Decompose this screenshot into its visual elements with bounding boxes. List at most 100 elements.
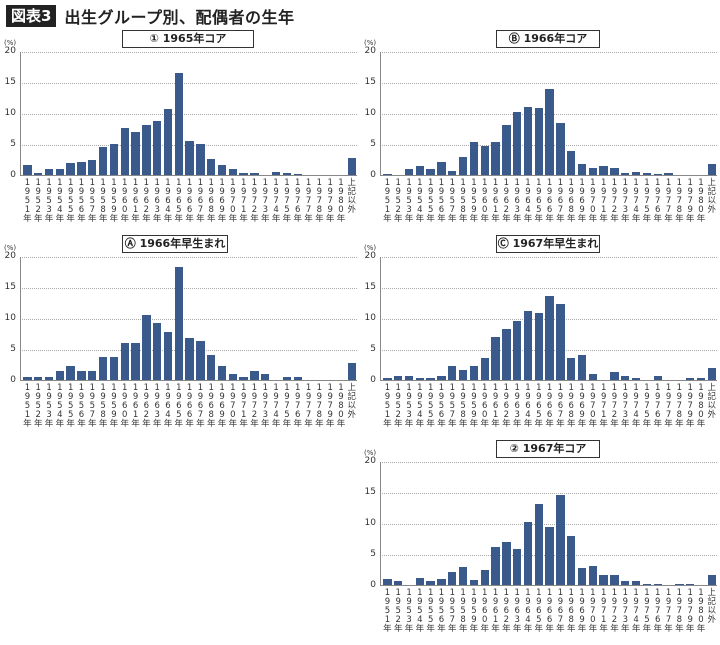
x-tick-char: 1 — [46, 178, 52, 188]
x-tick-char: 5 — [67, 401, 74, 411]
bar-slot — [382, 52, 393, 175]
x-tick-char: 9 — [438, 187, 445, 197]
x-tick-char: 7 — [449, 615, 455, 625]
x-tick-char: 6 — [482, 606, 488, 616]
x-tick-char: 7 — [590, 401, 596, 411]
x-tick-char: 年 — [250, 214, 259, 224]
x-tick-char: 9 — [132, 187, 139, 197]
x-tick-char: 7 — [611, 196, 618, 206]
bar-slot — [98, 52, 109, 175]
x-tick-char: 年 — [23, 419, 32, 429]
x-tick-char: 3 — [406, 205, 412, 215]
x-tick-char: 年 — [664, 624, 673, 634]
bar — [523, 521, 533, 585]
bar — [174, 267, 183, 380]
x-tick-char: 1 — [482, 588, 488, 598]
x-tick-char: 1 — [251, 383, 258, 393]
x-tick-char: 1 — [665, 588, 672, 598]
x-tick-char: 1 — [600, 588, 607, 598]
bar-slot — [249, 52, 260, 175]
x-tick-char: 年 — [293, 214, 302, 224]
x-tick-char: 年 — [228, 419, 238, 429]
x-tick-char: 5 — [24, 196, 31, 206]
x-tick-char: 7 — [622, 401, 628, 411]
bar — [415, 166, 425, 175]
x-tick-char: 年 — [685, 214, 695, 224]
bar — [77, 371, 86, 380]
x-tick-char: 0 — [230, 205, 236, 215]
chart-title: Ⓐ 1966年早生まれ — [122, 235, 228, 253]
x-tick-char: 0 — [698, 410, 704, 420]
x-tick-char: 年 — [404, 214, 414, 224]
x-tick-char: 7 — [633, 196, 639, 206]
bar-slot — [98, 257, 109, 380]
x-tick-char: 9 — [449, 392, 455, 402]
x-tick-char: 1 — [492, 615, 499, 625]
bar — [196, 143, 205, 175]
x-tick-char: 年 — [621, 419, 630, 429]
x-tick-char: 9 — [655, 392, 661, 402]
x-tick-char: 8 — [698, 196, 704, 206]
x-tick-char: 1 — [197, 383, 204, 393]
x-tick-char: 7 — [676, 606, 683, 616]
x-tick-char: 9 — [327, 392, 333, 402]
x-tick-char: 年 — [577, 624, 587, 634]
x-tick-char: 9 — [492, 597, 499, 607]
bar-slot — [87, 52, 98, 175]
x-tick-char: 1 — [600, 178, 607, 188]
x-tick-char: 1 — [132, 410, 139, 420]
x-tick-char: 7 — [305, 401, 312, 411]
x-tick-char: 7 — [251, 196, 258, 206]
x-tick-char: 9 — [482, 597, 488, 607]
x-tick-char: 6 — [546, 401, 553, 411]
x-tick-char: 年 — [642, 624, 652, 634]
x-tick-char: 年 — [556, 419, 565, 429]
x-tick-char: 年 — [480, 624, 489, 634]
x-tick-char: 1 — [284, 383, 290, 393]
x-tick-char: 9 — [600, 597, 607, 607]
x-tick-char: 8 — [338, 196, 344, 206]
bar-slot — [447, 52, 458, 175]
x-tick-char: 9 — [165, 187, 171, 197]
x-tick-char: 年 — [33, 419, 43, 429]
x-tick-char: 年 — [556, 214, 565, 224]
bar — [642, 172, 652, 175]
x-tick-char: 1 — [460, 588, 466, 598]
x-tick-char: 1 — [590, 178, 596, 188]
x-tick-char: 9 — [568, 597, 574, 607]
x-tick-char: 1 — [492, 588, 499, 598]
x-tick-char: 1 — [273, 178, 279, 188]
x-tick-char: 年 — [415, 214, 425, 224]
bar-slot — [447, 257, 458, 380]
x-tick-char: 年 — [502, 624, 511, 634]
bar — [653, 375, 662, 380]
bar — [34, 172, 43, 175]
bar-slot — [479, 257, 490, 380]
x-tick-char: 9 — [665, 597, 672, 607]
bar-slot — [404, 52, 415, 175]
bar — [448, 572, 457, 585]
bar — [394, 581, 403, 585]
bar-slot — [598, 52, 609, 175]
y-tick-label: 10 — [4, 313, 16, 323]
gridline — [20, 288, 357, 289]
bar — [556, 304, 565, 380]
bar-slot — [141, 52, 152, 175]
bar — [502, 541, 511, 585]
